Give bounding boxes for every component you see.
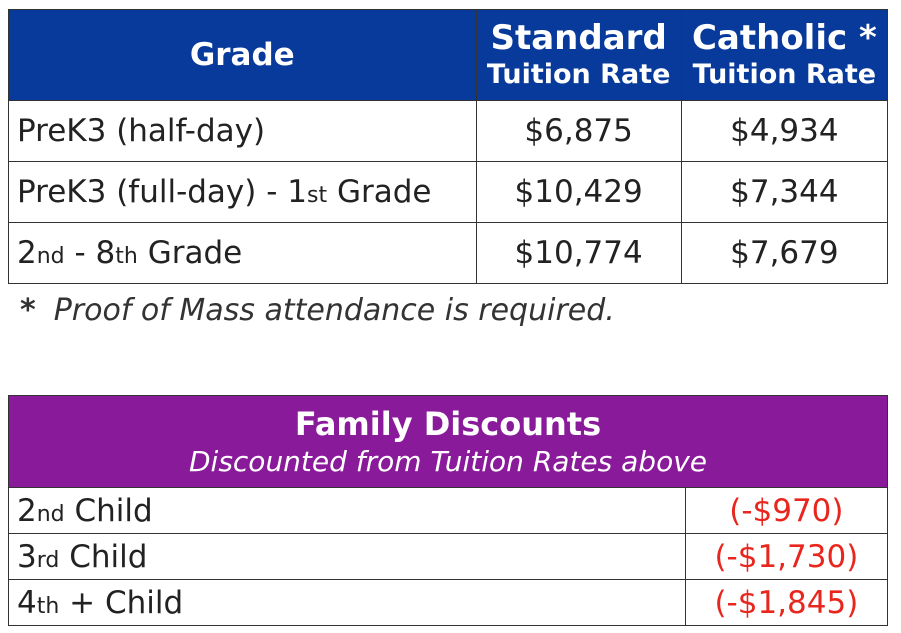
table-row: 2nd Child (-$970) (8, 487, 889, 534)
grade-text-tail: - 8 (64, 235, 116, 271)
footnote-text: Proof of Mass attendance is required. (53, 293, 615, 328)
table-row: 2nd - 8th Grade $10,774 $7,679 (8, 222, 889, 284)
grade-text-tail-2: Grade (137, 235, 243, 271)
grade-cell: PreK3 (full-day) - 1st Grade (8, 161, 477, 223)
child-number: 3 (17, 538, 37, 575)
header-standard-line2: Tuition Rate (486, 59, 671, 90)
header-grade: Grade (8, 9, 477, 101)
child-ordinal: rd (36, 547, 60, 573)
child-label: + Child (59, 584, 184, 621)
table-row: PreK3 (half-day) $6,875 $4,934 (8, 100, 889, 162)
discount-subtitle: Discounted from Tuition Rates above (188, 444, 707, 478)
child-number: 2 (17, 492, 37, 529)
standard-rate-cell: $10,429 (475, 161, 682, 223)
standard-rate-cell: $10,774 (475, 222, 682, 284)
child-ordinal: th (36, 593, 60, 619)
table-row: PreK3 (full-day) - 1st Grade $10,429 $7,… (8, 161, 889, 223)
header-catholic: Catholic * Tuition Rate (680, 9, 889, 101)
asterisk-icon: * (20, 293, 36, 328)
grade-cell: PreK3 (half-day) (8, 100, 477, 162)
tuition-table: Grade Standard Tuition Rate Catholic * T… (8, 9, 889, 284)
child-cell: 3rd Child (8, 533, 686, 580)
discount-amount: (-$1,730) (684, 533, 889, 580)
grade-text-tail: Grade (327, 174, 432, 210)
child-label: Child (64, 492, 153, 529)
table-row: 4th + Child (-$1,845) (8, 579, 889, 626)
tuition-header-row: Grade Standard Tuition Rate Catholic * T… (8, 9, 889, 101)
grade-ordinal-2: th (115, 244, 138, 269)
grade-text: PreK3 (half-day) (17, 113, 266, 149)
grade-ordinal: st (307, 183, 328, 208)
discount-amount: (-$970) (684, 487, 889, 534)
child-label: Child (59, 538, 148, 575)
catholic-rate-cell: $7,344 (680, 161, 889, 223)
catholic-rate-cell: $4,934 (680, 100, 889, 162)
child-number: 4 (17, 584, 37, 621)
header-standard-line1: Standard (490, 18, 667, 58)
family-discounts-table: Family Discounts Discounted from Tuition… (8, 395, 889, 626)
discount-amount: (-$1,845) (684, 579, 889, 626)
footnote: * Proof of Mass attendance is required. (20, 293, 615, 328)
grade-text: 2 (17, 235, 37, 271)
grade-ordinal: nd (36, 244, 65, 269)
grade-cell: 2nd - 8th Grade (8, 222, 477, 284)
table-row: 3rd Child (-$1,730) (8, 533, 889, 580)
header-standard: Standard Tuition Rate (475, 9, 682, 101)
discount-header-row: Family Discounts Discounted from Tuition… (8, 395, 888, 488)
discount-header: Family Discounts Discounted from Tuition… (8, 395, 888, 488)
grade-text: PreK3 (full-day) - 1 (17, 174, 307, 210)
header-catholic-line2: Tuition Rate (692, 59, 877, 90)
discount-title: Family Discounts (294, 404, 602, 443)
catholic-rate-cell: $7,679 (680, 222, 889, 284)
child-cell: 4th + Child (8, 579, 686, 626)
header-catholic-line1: Catholic * (691, 18, 877, 58)
child-ordinal: nd (36, 501, 65, 527)
standard-rate-cell: $6,875 (475, 100, 682, 162)
child-cell: 2nd Child (8, 487, 686, 534)
